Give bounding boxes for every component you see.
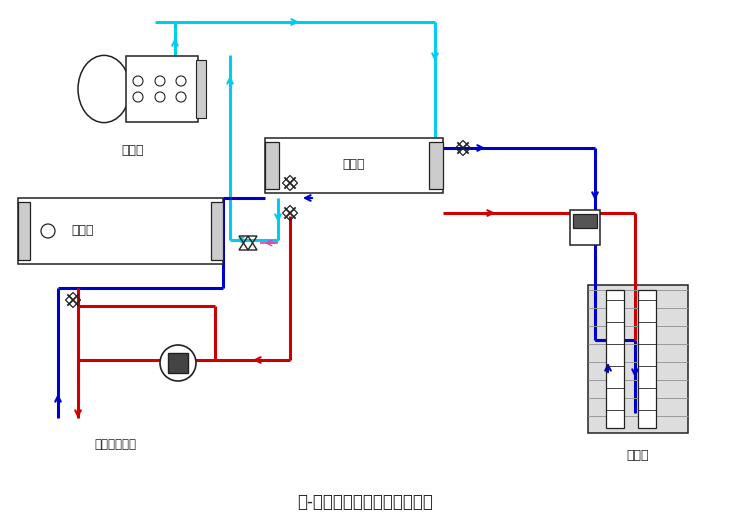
Circle shape: [176, 76, 186, 86]
Text: 压缩机: 压缩机: [122, 144, 144, 157]
Bar: [606, 290, 624, 428]
Bar: [126, 56, 198, 122]
Circle shape: [133, 92, 143, 102]
Text: 接至末端设备: 接至末端设备: [94, 438, 136, 451]
Circle shape: [133, 76, 143, 86]
Text: 冷凝器: 冷凝器: [343, 158, 366, 171]
Circle shape: [160, 345, 196, 381]
Bar: [429, 142, 443, 189]
Bar: [638, 290, 656, 428]
Bar: [211, 202, 223, 260]
Bar: [570, 210, 600, 245]
Bar: [18, 198, 223, 264]
Bar: [573, 214, 597, 228]
Bar: [196, 60, 206, 118]
Circle shape: [155, 92, 165, 102]
Circle shape: [41, 224, 55, 238]
Ellipse shape: [78, 55, 130, 122]
Bar: [18, 202, 30, 260]
Bar: [265, 142, 279, 189]
Bar: [168, 353, 188, 373]
Bar: [265, 138, 443, 193]
Bar: [588, 285, 688, 433]
Text: 蒸发器: 蒸发器: [72, 225, 94, 238]
Text: 水-水热泵机组冬季制热流程图: 水-水热泵机组冬季制热流程图: [297, 493, 433, 511]
Text: 深水井: 深水井: [626, 449, 649, 462]
Circle shape: [155, 76, 165, 86]
Circle shape: [176, 92, 186, 102]
